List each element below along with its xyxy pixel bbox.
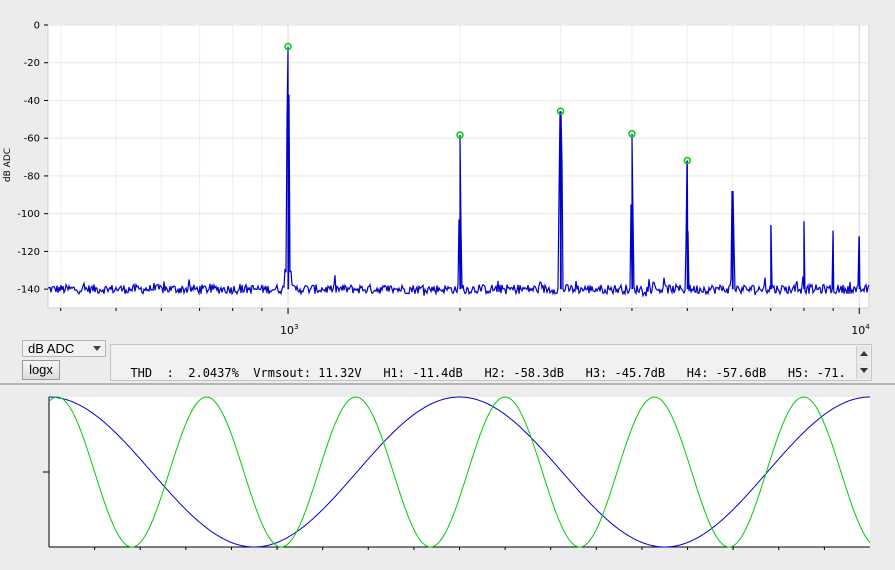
- results-text: THD : 2.0437% Vrmsout: 11.32V H1: -11.4d…: [130, 366, 846, 380]
- spectrum-y-tick-label: -80: [24, 171, 40, 182]
- x-tick-exponent: 4: [865, 323, 870, 331]
- waveform-plot: [43, 396, 871, 550]
- harmonic-marker: [683, 156, 692, 165]
- x-tick-base: 10: [851, 324, 865, 337]
- spectrum-y-tick-label: -100: [17, 209, 40, 220]
- x-tick-base: 10: [280, 324, 294, 337]
- spectrum-y-tick-label: 0: [34, 21, 40, 32]
- harmonic-marker: [556, 107, 565, 115]
- spectrum-y-axis: 0 -20 -40 -60 -80 -100 -120 -140: [17, 21, 48, 296]
- scroll-down-icon[interactable]: [856, 363, 870, 379]
- panel-splitter[interactable]: [0, 383, 895, 385]
- waveform-series-1: [49, 396, 870, 548]
- harmonic-marker: [456, 131, 464, 139]
- spectrum-y-tick-label: -120: [17, 247, 40, 258]
- spectrum-x-tick-label: 104: [851, 323, 870, 337]
- logx-button[interactable]: logx: [22, 360, 60, 380]
- harmonic-marker: [628, 129, 636, 138]
- spectrum-y-tick-label: -140: [17, 285, 40, 296]
- scroll-up-icon[interactable]: [856, 346, 870, 362]
- spectrum-x-tick-label: 103: [280, 323, 298, 337]
- waveform-axes: [43, 397, 870, 550]
- x-tick-exponent: 3: [294, 323, 298, 331]
- harmonic-markers: [284, 42, 692, 165]
- waveform-series-2: [48, 396, 871, 548]
- spectrum-y-tick-label: -40: [24, 96, 40, 107]
- waveform-plot-area: [49, 397, 870, 547]
- spectrum-plot: 0-20-40-60-80-100-120-140 103 104 dB ADC: [3, 21, 870, 338]
- spectrum-trace: [47, 46, 870, 298]
- spectrum-x-axis: 103 104: [60, 308, 870, 337]
- chevron-down-icon: [93, 346, 101, 351]
- scale-select-value: dB ADC: [28, 341, 75, 356]
- harmonic-marker: [284, 42, 292, 51]
- spectrum-y-tick-label: -60: [24, 134, 40, 145]
- spectrum-y-tick-label: -20: [24, 58, 40, 69]
- results-text-box[interactable]: THD : 2.0437% Vrmsout: 11.32V H1: -11.4d…: [110, 344, 872, 381]
- scale-select[interactable]: dB ADC: [22, 340, 106, 357]
- spectrum-y-axis-label: dB ADC: [3, 148, 13, 182]
